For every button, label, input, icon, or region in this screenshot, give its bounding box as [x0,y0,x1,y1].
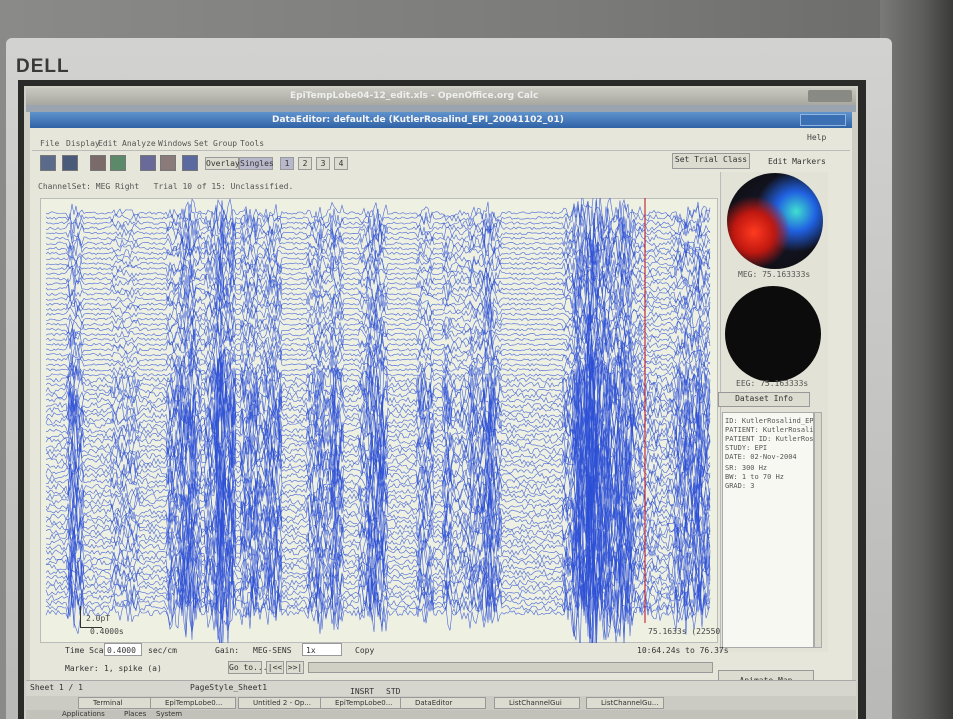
toolbar-icon[interactable] [140,155,156,171]
toolbar-icon[interactable] [40,155,56,171]
page-button[interactable]: 1 [280,157,294,170]
goto-button[interactable]: Go to... [228,661,262,674]
time-scale-value[interactable]: 0.4000 [107,646,136,656]
meg-map-time: MEG: 75.163333s [738,270,810,280]
info-line: DATE: 02-Nov-2004 [725,452,797,462]
panel-menu[interactable]: System [156,710,182,719]
meg-topomap [727,173,823,269]
page-style: PageStyle_Sheet1 [190,683,267,693]
photo: DELL EpiTempLobe04-12_edit.xls - OpenOff… [0,0,953,719]
channel-status: ChannelSet: MEG Right Trial 10 of 15: Un… [38,182,293,192]
taskbar-item[interactable]: ListChannelGu... [586,697,664,709]
taskbar-item[interactable]: DataEditor [400,697,486,709]
dataset-info-button[interactable]: Dataset Info [718,392,810,407]
editor-title: DataEditor: default.de (KutlerRosalind_E… [272,115,564,125]
toolbar-icon[interactable] [182,155,198,171]
taskbar-item[interactable]: Untitled 2 - Op... [238,697,324,709]
menu-item[interactable]: Display [66,139,100,149]
gnome-panel [26,710,856,719]
menu-item[interactable]: Windows [158,139,192,149]
eeg-map-time: EEG: 75.163333s [736,379,808,389]
amplitude-scale: 2.0pT [86,614,110,624]
page-button[interactable]: 3 [316,157,330,170]
first-button[interactable]: |<< [266,661,284,674]
menu-help[interactable]: Help [807,133,826,143]
toolbar-icon[interactable] [160,155,176,171]
taskbar-item[interactable]: EpiTempLobe0... [150,697,236,709]
toolbar-icon[interactable] [110,155,126,171]
editor-window-controls [800,114,846,126]
gain-channel[interactable]: MEG-SENS [253,646,292,656]
singles-button[interactable]: Singles [239,157,273,170]
calc-title: EpiTempLobe04-12_edit.xls - OpenOffice.o… [290,91,538,101]
menu-item[interactable]: File [40,139,59,149]
gain-caption: Gain: [215,646,239,656]
time-scale-label: 0.4000s [90,627,124,637]
page-button[interactable]: 2 [298,157,312,170]
scale-bar [80,606,81,628]
eeg-topomap [725,286,821,382]
menu-item[interactable]: Tools [240,139,264,149]
marker-value[interactable]: 1, spike (a) [104,664,162,674]
time-scrollbar[interactable] [308,662,713,673]
copy-button[interactable]: Copy [355,646,374,656]
brand-logo: DELL [16,56,70,78]
menu-item[interactable]: Analyze [122,139,156,149]
info-line: GRAD: 3 [725,481,755,491]
last-button[interactable]: >>| [286,661,304,674]
page-button[interactable]: 4 [334,157,348,170]
taskbar-item[interactable]: ListChannelGui [494,697,580,709]
toolbar-icon[interactable] [62,155,78,171]
marker-caption: Marker: [65,664,99,674]
cursor-time: 75.1633s (22550) [648,627,725,637]
toolbar-icon[interactable] [90,155,106,171]
menu-item[interactable]: Group [213,139,237,149]
menu-item[interactable]: Edit [98,139,117,149]
sheet-indicator: Sheet 1 / 1 [30,683,83,693]
dataset-info-scrollbar [814,412,822,648]
panel-menu[interactable]: Places [124,710,146,719]
overlay-button[interactable]: Overlay [205,157,239,170]
gain-value[interactable]: 1x [306,646,316,656]
menu-item[interactable]: Set [194,139,208,149]
time-scale-unit: sec/cm [148,646,177,656]
menu-separator [32,150,850,151]
calc-menu-strip [26,105,856,112]
calc-window-controls [808,90,852,102]
traces [40,198,718,643]
edit-markers-toggle[interactable]: Edit Markers [768,157,826,167]
calc-statusbar [26,680,856,696]
panel-menu[interactable]: Applications [62,710,105,719]
set-trial-class-button[interactable]: Set Trial Class [672,153,750,169]
taskbar-item[interactable]: EpiTempLobe0... [320,697,406,709]
view-range: 10:64.24s to 76.37s [637,646,729,656]
